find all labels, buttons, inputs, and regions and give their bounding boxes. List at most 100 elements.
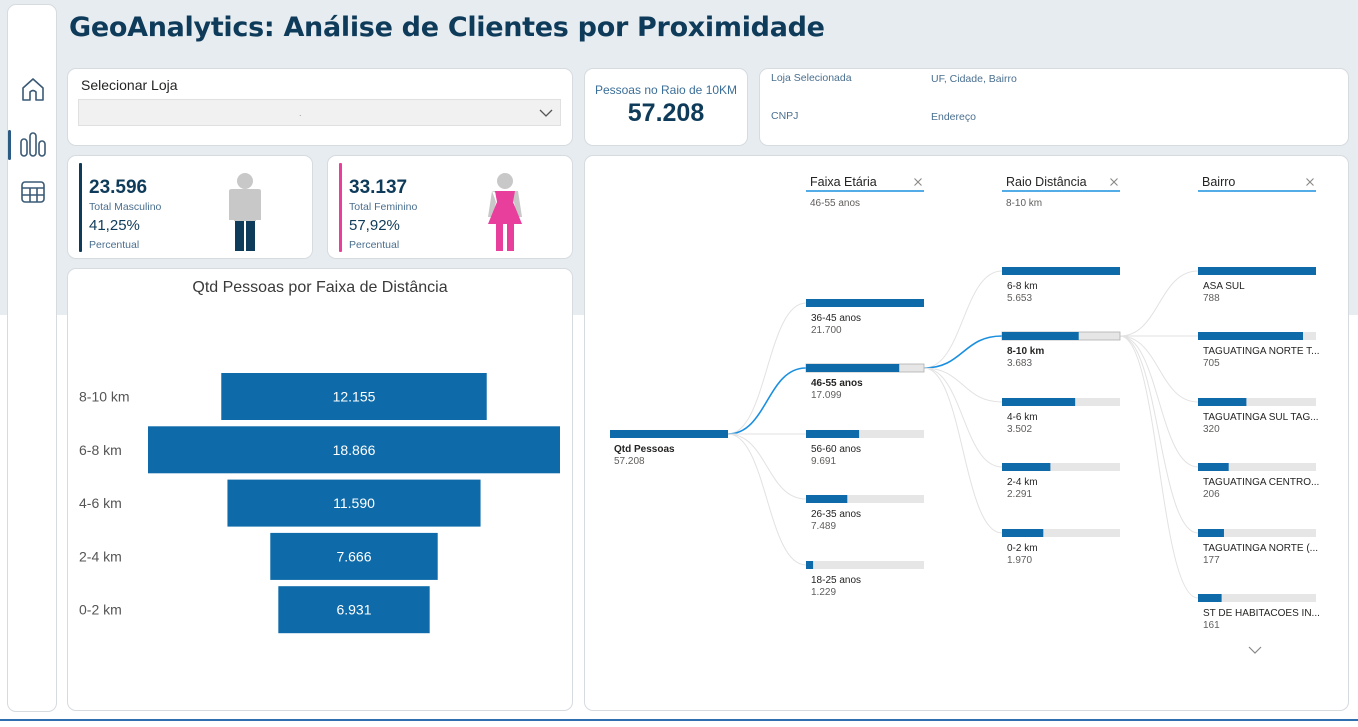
funnel-category-label: 6-8 km bbox=[79, 442, 122, 458]
tree-link bbox=[923, 270, 1003, 369]
uf-city-label: UF, Cidade, Bairro bbox=[931, 73, 1017, 85]
tree-node-bar[interactable] bbox=[1002, 267, 1120, 275]
tree-node-value: 17.099 bbox=[811, 390, 842, 401]
tree-node-bar[interactable] bbox=[1198, 529, 1224, 537]
distance-funnel-chart: Qtd Pessoas por Faixa de Distância 12.15… bbox=[67, 268, 573, 711]
tree-node-label: 8-10 km bbox=[1007, 346, 1044, 357]
funnel-svg: 12.155 8-10 km 18.866 6-8 km 11.590 4-6 km 7.6… bbox=[79, 373, 560, 634]
tree-node-label: 0-2 km bbox=[1007, 543, 1038, 554]
tree-level-selection: 8-10 km bbox=[1006, 198, 1042, 209]
store-slicer: Selecionar Loja . bbox=[67, 68, 573, 146]
female-accent-bar bbox=[339, 163, 342, 252]
tree-node-bar[interactable] bbox=[806, 430, 860, 438]
funnel-bar[interactable] bbox=[227, 479, 481, 527]
tree-node-value: 788 bbox=[1203, 293, 1220, 304]
tree-link bbox=[923, 367, 1003, 403]
remove-level-close-icon[interactable] bbox=[1306, 178, 1314, 186]
tree-node-value: 1.229 bbox=[811, 587, 836, 598]
tree-node-track[interactable] bbox=[1198, 398, 1316, 406]
male-person-icon bbox=[229, 173, 261, 251]
tree-node-bar[interactable] bbox=[1198, 332, 1304, 340]
funnel-bar[interactable] bbox=[270, 532, 438, 580]
store-dropdown[interactable]: . bbox=[78, 99, 561, 126]
chevron-down-icon bbox=[539, 109, 553, 117]
tree-node-bar[interactable] bbox=[806, 299, 924, 307]
funnel-bar[interactable] bbox=[148, 426, 560, 474]
tree-node-label: 4-6 km bbox=[1007, 412, 1038, 423]
funnel-value-label: 11.590 bbox=[333, 495, 375, 511]
tree-node-bar[interactable] bbox=[1198, 267, 1316, 275]
store-selected-label: Loja Selecionada bbox=[771, 72, 852, 84]
bar-chart-icon bbox=[20, 132, 46, 157]
tree-node-bar[interactable] bbox=[1002, 398, 1076, 406]
tree-node-track[interactable] bbox=[806, 561, 924, 569]
tree-node-track[interactable] bbox=[1198, 594, 1316, 602]
tree-node-track[interactable] bbox=[1198, 529, 1316, 537]
nav-active-indicator bbox=[8, 130, 11, 160]
female-percent-label: Percentual bbox=[349, 239, 400, 251]
tree-node-track[interactable] bbox=[1198, 463, 1316, 471]
tree-link bbox=[727, 433, 807, 566]
address-label: Endereço bbox=[931, 111, 976, 123]
tree-node-value: 161 bbox=[1203, 620, 1220, 631]
tree-node-track[interactable] bbox=[1002, 529, 1120, 537]
female-total-label: Total Feminino bbox=[349, 201, 418, 213]
tree-node-value: 177 bbox=[1203, 555, 1220, 566]
tree-root-value: 57.208 bbox=[614, 456, 645, 467]
tree-root-bar[interactable] bbox=[610, 430, 728, 438]
funnel-value-label: 12.155 bbox=[333, 389, 376, 405]
tree-node-bar[interactable] bbox=[1198, 463, 1229, 471]
nav-table-button[interactable] bbox=[16, 175, 50, 209]
tree-node-label: 36-45 anos bbox=[811, 313, 861, 324]
scroll-down-chevron-icon[interactable] bbox=[1248, 646, 1262, 654]
tree-level-header[interactable]: Faixa Etária bbox=[810, 175, 877, 189]
tree-link bbox=[1119, 335, 1199, 534]
tree-node-track[interactable] bbox=[1002, 463, 1120, 471]
dropdown-value: . bbox=[299, 108, 302, 118]
female-person-icon bbox=[488, 173, 522, 251]
tree-node-label: 56-60 anos bbox=[811, 444, 861, 455]
tree-node-value: 320 bbox=[1203, 424, 1220, 435]
tree-link-selected bbox=[727, 367, 807, 435]
tree-level-header[interactable]: Bairro bbox=[1202, 175, 1235, 189]
female-total: 33.137 bbox=[349, 177, 408, 198]
funnel-bar[interactable] bbox=[221, 373, 487, 420]
tree-node-label: 46-55 anos bbox=[811, 378, 863, 389]
tree-node-value: 9.691 bbox=[811, 456, 836, 467]
nav-charts-button[interactable] bbox=[16, 127, 50, 161]
tree-link bbox=[923, 367, 1003, 534]
kpi-label: Pessoas no Raio de 10KM bbox=[594, 83, 738, 97]
tree-node-bar[interactable] bbox=[1002, 332, 1079, 340]
tree-link bbox=[727, 433, 807, 500]
tree-node-bar[interactable] bbox=[806, 561, 814, 569]
tree-node-label: TAGUATINGA CENTRO... bbox=[1203, 477, 1319, 488]
tree-node-label: 6-8 km bbox=[1007, 281, 1038, 292]
remove-level-close-icon[interactable] bbox=[1110, 178, 1118, 186]
store-info-card: Loja Selecionada UF, Cidade, Bairro CNPJ… bbox=[759, 68, 1349, 146]
tree-node-bar[interactable] bbox=[1002, 529, 1044, 537]
tree-node-bar[interactable] bbox=[1002, 463, 1051, 471]
tree-link bbox=[923, 367, 1003, 468]
chart-title: Qtd Pessoas por Faixa de Distância bbox=[192, 279, 448, 296]
tree-link bbox=[1119, 335, 1199, 403]
tree-node-bar[interactable] bbox=[1198, 594, 1222, 602]
tree-node-track[interactable] bbox=[806, 430, 924, 438]
funnel-bar[interactable] bbox=[278, 586, 430, 634]
female-card: 33.137 Total Feminino 57,92% Percentual bbox=[327, 155, 573, 259]
funnel-value-label: 18.866 bbox=[333, 442, 376, 458]
tree-node-bar[interactable] bbox=[806, 364, 900, 372]
nav-sidebar bbox=[7, 4, 57, 712]
funnel-category-label: 4-6 km bbox=[79, 495, 122, 511]
remove-level-close-icon[interactable] bbox=[914, 178, 922, 186]
tree-link bbox=[1119, 335, 1199, 468]
tree-node-bar[interactable] bbox=[806, 495, 848, 503]
tree-node-track[interactable] bbox=[806, 495, 924, 503]
tree-node-value: 2.291 bbox=[1007, 489, 1032, 500]
tree-node-bar[interactable] bbox=[1198, 398, 1247, 406]
tree-node-label: TAGUATINGA NORTE (... bbox=[1203, 543, 1318, 554]
page-title: GeoAnalytics: Análise de Clientes por Pr… bbox=[69, 12, 825, 43]
nav-home-button[interactable] bbox=[16, 72, 50, 106]
tree-level-header[interactable]: Raio Distância bbox=[1006, 175, 1087, 189]
funnel-category-label: 8-10 km bbox=[79, 389, 130, 405]
